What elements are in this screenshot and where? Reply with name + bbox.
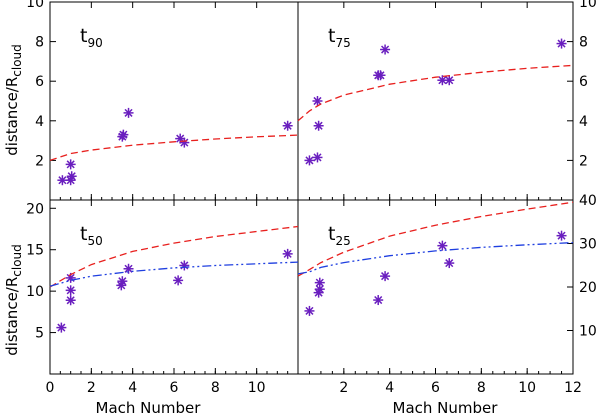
x-axis-title-right: Mach Number (393, 399, 499, 417)
y-tick-label-left-t90: 8 (35, 35, 44, 51)
x-tick-label-t25: 8 (477, 380, 486, 396)
data-point-t90 (118, 129, 129, 140)
data-point-t25 (444, 258, 455, 269)
data-point-t75 (556, 38, 567, 49)
fit-line-red-t75 (297, 64, 574, 122)
data-point-t25 (314, 277, 325, 288)
fit-line-red-t50 (49, 225, 299, 288)
data-point-t75 (380, 44, 391, 55)
data-point-t90 (179, 137, 190, 148)
y-tick-label-right-t75: 10 (579, 0, 597, 11)
panel-frame-t25 (297, 199, 574, 375)
data-point-t50 (173, 275, 184, 286)
data-point-t90 (65, 159, 76, 170)
labels-layer: 2 4 6 8 10 t90 2 4 6 8 10 t75 5 10 15 20 t50 10 20 30 40 t25 0… (26, 0, 597, 396)
data-point-t25 (437, 240, 448, 251)
data-point-t90 (66, 171, 77, 182)
data-point-t75 (375, 70, 386, 81)
fit-line-blue-t25 (297, 241, 574, 275)
y-tick-label-right-t75: 8 (579, 35, 588, 51)
panels-layer (49, 1, 574, 375)
x-tick-label-t50: 2 (87, 380, 96, 396)
y-tick-label-left-t90: 6 (35, 74, 44, 90)
x-tick-label-t50: 8 (211, 380, 220, 396)
data-point-t25 (380, 271, 391, 282)
y-tick-label-right-t25: 10 (579, 324, 597, 340)
x-axis-title-left: Mach Number (96, 399, 202, 417)
x-tick-label-t50: 4 (128, 380, 137, 396)
data-point-t90 (282, 120, 293, 131)
x-tick-label-t25: 12 (564, 380, 582, 396)
y-tick-label-right-t25: 20 (579, 280, 597, 296)
y-tick-label-right-t25: 40 (579, 193, 597, 209)
fit-line-red-t90 (49, 134, 299, 162)
data-point-t90 (123, 107, 134, 118)
data-point-t25 (304, 305, 315, 316)
y-tick-label-left-t50: 20 (26, 201, 44, 217)
y-tick-label-left-t50: 5 (35, 326, 44, 342)
x-tick-label-t50: 10 (248, 380, 266, 396)
x-tick-label-t50: 6 (170, 380, 179, 396)
x-tick-label-t25: 10 (518, 380, 536, 396)
fits-layer (49, 64, 574, 288)
y-axis-title-bottom: distance/Rcloud (3, 244, 24, 356)
x-tick-label-t25: 2 (339, 380, 348, 396)
data-point-t75 (312, 96, 323, 106)
y-tick-label-right-t25: 30 (579, 237, 597, 253)
data-point-t75 (304, 155, 315, 166)
y-tick-label-left-t90: 2 (35, 153, 44, 169)
points-layer (56, 38, 567, 333)
panel-label-t25: t25 (328, 223, 351, 248)
y-tick-label-left-t50: 15 (26, 243, 44, 259)
panel-label-t50: t50 (80, 223, 103, 248)
data-point-t50 (65, 285, 76, 296)
y-tick-label-right-t75: 6 (579, 74, 588, 90)
data-point-t75 (444, 75, 455, 86)
y-tick-label-left-t50: 10 (26, 284, 44, 300)
y-tick-label-left-t90: 10 (26, 0, 44, 11)
y-tick-label-right-t75: 4 (579, 114, 588, 130)
data-point-t50 (65, 295, 76, 306)
data-point-t50 (179, 260, 190, 271)
y-tick-label-right-t75: 2 (579, 153, 588, 169)
panel-label-t75: t75 (328, 25, 351, 50)
x-tick-label-t50: 0 (46, 380, 55, 396)
data-point-t50 (56, 322, 67, 333)
panel-frame-t75 (297, 1, 574, 201)
data-point-t25 (556, 230, 567, 241)
y-tick-label-left-t90: 4 (35, 114, 44, 130)
panel-label-t90: t90 (80, 25, 103, 50)
x-tick-label-t25: 4 (385, 380, 394, 396)
fit-line-red-t25 (297, 201, 574, 277)
data-point-t50 (123, 263, 134, 274)
data-point-t50 (117, 276, 128, 287)
data-point-t75 (313, 120, 324, 131)
x-tick-label-t25: 6 (431, 380, 440, 396)
data-point-t50 (282, 248, 293, 259)
y-axis-title-top: distance/Rcloud (3, 44, 24, 156)
fit-line-blue-t50 (49, 261, 299, 287)
data-point-t25 (373, 295, 384, 306)
data-point-t75 (312, 152, 323, 163)
